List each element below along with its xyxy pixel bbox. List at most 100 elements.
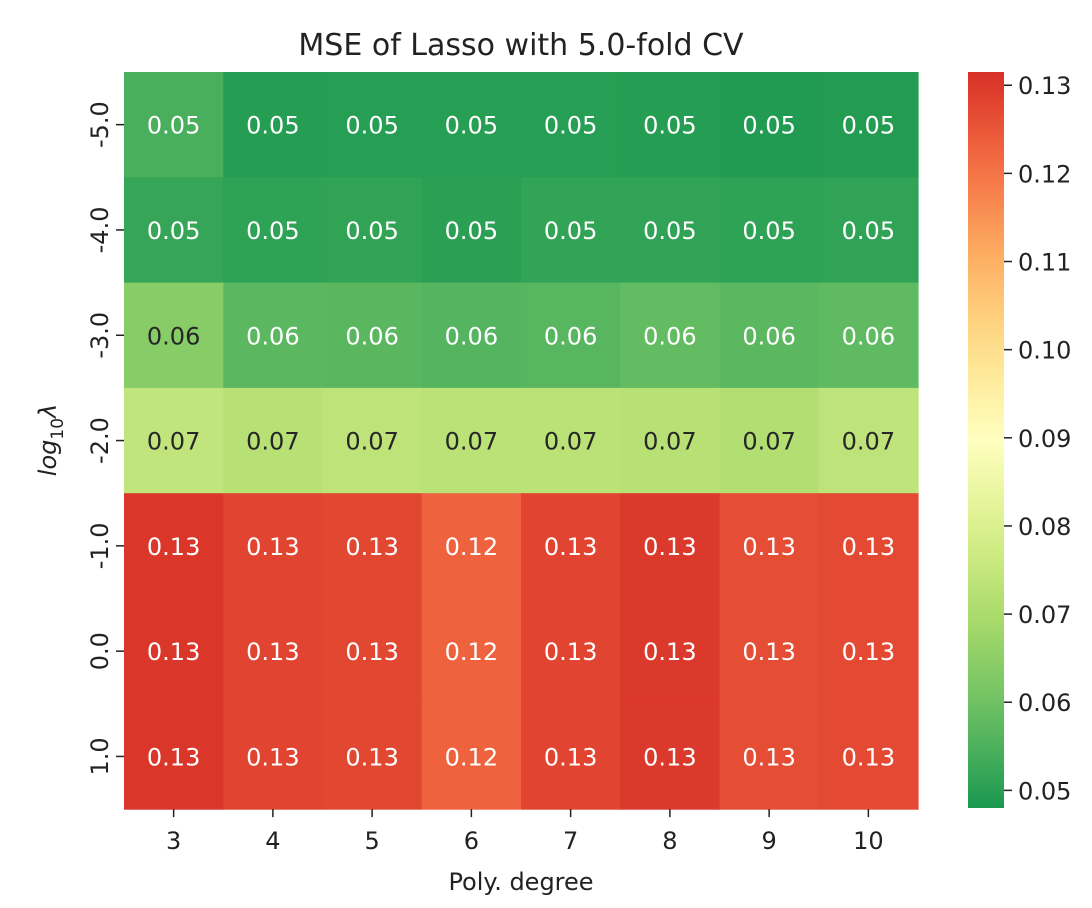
- colorbar-tick-label: 0.08: [1018, 513, 1071, 541]
- cell-value-label: 0.13: [544, 743, 597, 771]
- cell-value-label: 0.05: [842, 217, 895, 245]
- cell-value-label: 0.12: [445, 743, 498, 771]
- cell-value-label: 0.05: [842, 112, 895, 140]
- heatmap-cell: [818, 282, 919, 389]
- cell-value-label: 0.13: [842, 743, 895, 771]
- cell-value-label: 0.06: [345, 322, 398, 350]
- y-axis-label-symbol: λ: [34, 404, 62, 420]
- colorbar-tick-label: 0.10: [1018, 337, 1071, 365]
- cell-value-label: 0.13: [742, 743, 795, 771]
- colorbar-tick-label: 0.12: [1018, 160, 1071, 188]
- cell-value-label: 0.13: [246, 638, 299, 666]
- y-tick-label: 0.0: [86, 632, 114, 670]
- x-tick-label: 6: [464, 827, 479, 855]
- x-tick-label: 7: [563, 827, 578, 855]
- heatmap-cell: [223, 177, 324, 284]
- heatmap-cell: [421, 703, 522, 810]
- heatmap-cell: [818, 598, 919, 705]
- heatmap-cell: [223, 282, 324, 389]
- cell-value-label: 0.05: [345, 217, 398, 245]
- heatmap-cell: [124, 177, 224, 284]
- heatmap-cell: [322, 282, 423, 389]
- heatmap-cell: [322, 598, 423, 705]
- cell-value-label: 0.13: [147, 533, 200, 561]
- cell-value-label: 0.06: [246, 322, 299, 350]
- heatmap-cell: [322, 703, 423, 810]
- heatmap-cell: [620, 72, 721, 178]
- cell-value-label: 0.05: [643, 217, 696, 245]
- cell-value-label: 0.05: [345, 112, 398, 140]
- heatmap-cell: [620, 177, 721, 284]
- colorbar-tick-label: 0.07: [1018, 601, 1071, 629]
- cell-value-label: 0.05: [544, 217, 597, 245]
- heatmap-cell: [421, 387, 522, 494]
- x-tick-label: 10: [853, 827, 884, 855]
- heatmap-cell: [521, 72, 621, 178]
- heatmap-cell: [223, 387, 324, 494]
- heatmap-cell: [620, 493, 721, 600]
- cell-value-label: 0.07: [544, 428, 597, 456]
- colorbar: 0.05 0.06 0.07 0.08 0.09 0.10 0.11 0.12 0.13: [968, 72, 1071, 808]
- cell-value-label: 0.13: [742, 533, 795, 561]
- heatmap-cell: [719, 703, 820, 810]
- heatmap-cell: [421, 72, 522, 178]
- cell-value-label: 0.07: [445, 428, 498, 456]
- cell-value-label: 0.13: [742, 638, 795, 666]
- heatmap-cell: [322, 177, 423, 284]
- heatmap-cell: [322, 387, 423, 494]
- heatmap-cell: [719, 72, 820, 178]
- cell-value-label: 0.13: [147, 638, 200, 666]
- heatmap-cell: [421, 282, 522, 389]
- heatmap-cell: [223, 72, 324, 178]
- colorbar-tick-label: 0.06: [1018, 689, 1071, 717]
- x-axis: 3 4 5 6 7 8 9 10: [166, 809, 884, 855]
- heatmap-cell: [719, 598, 820, 705]
- colorbar-tick-label: 0.11: [1018, 249, 1071, 277]
- heatmap-cell: [124, 72, 224, 178]
- colorbar-tick-label: 0.13: [1018, 72, 1071, 100]
- heatmap-cell: [124, 282, 224, 389]
- heatmap-cell: [620, 703, 721, 810]
- heatmap-cell: [719, 177, 820, 284]
- cell-value-label: 0.06: [842, 322, 895, 350]
- cell-value-label: 0.05: [445, 217, 498, 245]
- heatmap-cell: [719, 493, 820, 600]
- cell-value-label: 0.05: [147, 217, 200, 245]
- cell-value-label: 0.05: [147, 112, 200, 140]
- heatmap-cell: [124, 598, 224, 705]
- heatmap-cell: [322, 72, 423, 178]
- cell-value-label: 0.07: [742, 428, 795, 456]
- cell-value-label: 0.06: [544, 322, 597, 350]
- heatmap-cell: [521, 282, 621, 389]
- cell-value-label: 0.12: [445, 638, 498, 666]
- y-tick-label: -4.0: [86, 207, 114, 254]
- heatmap-cell: [719, 282, 820, 389]
- y-axis-label: log10λ: [34, 404, 68, 476]
- colorbar-tick-label: 0.09: [1018, 425, 1071, 453]
- cell-value-label: 0.13: [147, 743, 200, 771]
- heatmap-cell: [620, 282, 721, 389]
- cell-value-label: 0.13: [842, 638, 895, 666]
- heatmap-cell: [124, 387, 224, 494]
- y-axis: -5.0 -4.0 -3.0 -2.0 -1.0 0.0 1.0: [86, 101, 124, 776]
- x-axis-label: Poly. degree: [448, 868, 593, 896]
- heatmap-cell: [818, 493, 919, 600]
- heatmap-cell: [521, 493, 621, 600]
- heatmap-cell: [322, 493, 423, 600]
- cell-value-label: 0.12: [445, 533, 498, 561]
- cell-value-label: 0.05: [742, 217, 795, 245]
- heatmap-cell: [818, 72, 919, 178]
- heatmap-cell: [818, 387, 919, 494]
- heatmap-cell: [818, 703, 919, 810]
- y-axis-label-subscript: 10: [48, 418, 68, 440]
- cell-value-label: 0.13: [345, 743, 398, 771]
- heatmap-cell: [223, 703, 324, 810]
- heatmap-cell: [521, 598, 621, 705]
- cell-value-label: 0.07: [147, 428, 200, 456]
- y-tick-label: -2.0: [86, 417, 114, 464]
- heatmap-cells: 0.05 0.05 0.05 0.05 0.05 0.05 0.05 0.05 0.05 0.05…: [124, 72, 919, 810]
- heatmap-cell: [124, 493, 224, 600]
- cell-value-label: 0.06: [643, 322, 696, 350]
- cell-value-label: 0.13: [643, 533, 696, 561]
- chart-title: MSE of Lasso with 5.0-fold CV: [298, 28, 744, 63]
